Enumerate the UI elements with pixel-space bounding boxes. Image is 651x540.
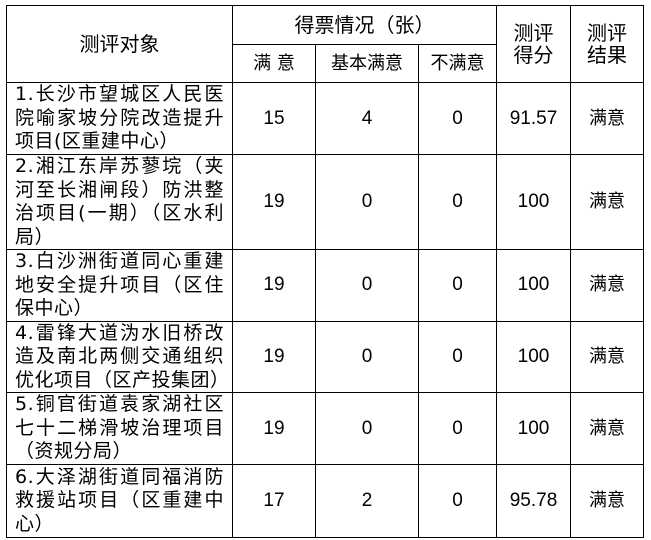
result: 满意 [570,82,644,155]
result: 满意 [570,464,644,538]
satisfied-count: 19 [232,320,316,393]
unsatisfied-count: 0 [418,464,497,538]
satisfied-count: 19 [232,249,316,322]
result: 满意 [570,154,644,250]
satisfied-count: 19 [232,154,316,250]
basically-count: 0 [315,249,419,322]
score: 95.78 [496,464,571,538]
satisfied-count: 15 [232,82,316,155]
score: 100 [496,154,571,250]
unsatisfied-count: 0 [418,392,497,465]
project-name: 1.长沙市望城区人民医院喻家坡分院改造提升项目(区重建中心） [6,82,233,155]
unsatisfied-count: 0 [418,320,497,393]
basically-count: 4 [315,82,419,155]
header-satisfied: 满 意 [232,44,316,83]
header-basically-satisfied: 基本满意 [315,44,419,83]
project-name: 5.铜官街道袁家湖社区七十二梯滑坡治理项目（资规分局） [6,392,233,465]
project-name: 6.大泽湖街道同福消防救援站项目（区重建中心） [6,464,233,538]
basically-count: 0 [315,154,419,250]
table-row: 5.铜官街道袁家湖社区七十二梯滑坡治理项目（资规分局） 19 0 0 100 满… [6,392,644,465]
header-votes: 得票情况（张） [232,5,497,45]
table-row: 4.雷锋大道沩水旧桥改造及南北两侧交通组织优化项目（区产投集团） 19 0 0 … [6,320,644,393]
basically-count: 0 [315,320,419,393]
score: 100 [496,392,571,465]
score: 100 [496,320,571,393]
unsatisfied-count: 0 [418,249,497,322]
basically-count: 2 [315,464,419,538]
satisfied-count: 19 [232,392,316,465]
table-row: 2.湘江东岸苏蓼垸（夹河至长湘闸段）防洪整治项目(一期）（区水利局） 19 0 … [6,154,644,250]
basically-count: 0 [315,392,419,465]
unsatisfied-count: 0 [418,82,497,155]
satisfied-count: 17 [232,464,316,538]
header-unsatisfied: 不满意 [418,44,497,83]
table-row: 1.长沙市望城区人民医院喻家坡分院改造提升项目(区重建中心） 15 4 0 91… [6,82,644,155]
table-row: 3.白沙洲街道同心重建地安全提升项目（区住保中心） 19 0 0 100 满意 [6,249,644,322]
project-name: 2.湘江东岸苏蓼垸（夹河至长湘闸段）防洪整治项目(一期）（区水利局） [6,154,233,250]
header-result: 测评结果 [570,5,644,83]
header-subject: 测评对象 [6,5,233,83]
header-score: 测评得分 [496,5,571,83]
unsatisfied-count: 0 [418,154,497,250]
result: 满意 [570,249,644,322]
result: 满意 [570,320,644,393]
evaluation-table: 测评对象 得票情况（张） 测评得分 测评结果 满 意 基本满意 不满意 1.长沙… [6,5,644,538]
score: 100 [496,249,571,322]
project-name: 4.雷锋大道沩水旧桥改造及南北两侧交通组织优化项目（区产投集团） [6,320,233,393]
table-row: 6.大泽湖街道同福消防救援站项目（区重建中心） 17 2 0 95.78 满意 [6,464,644,538]
project-name: 3.白沙洲街道同心重建地安全提升项目（区住保中心） [6,249,233,322]
result: 满意 [570,392,644,465]
score: 91.57 [496,82,571,155]
